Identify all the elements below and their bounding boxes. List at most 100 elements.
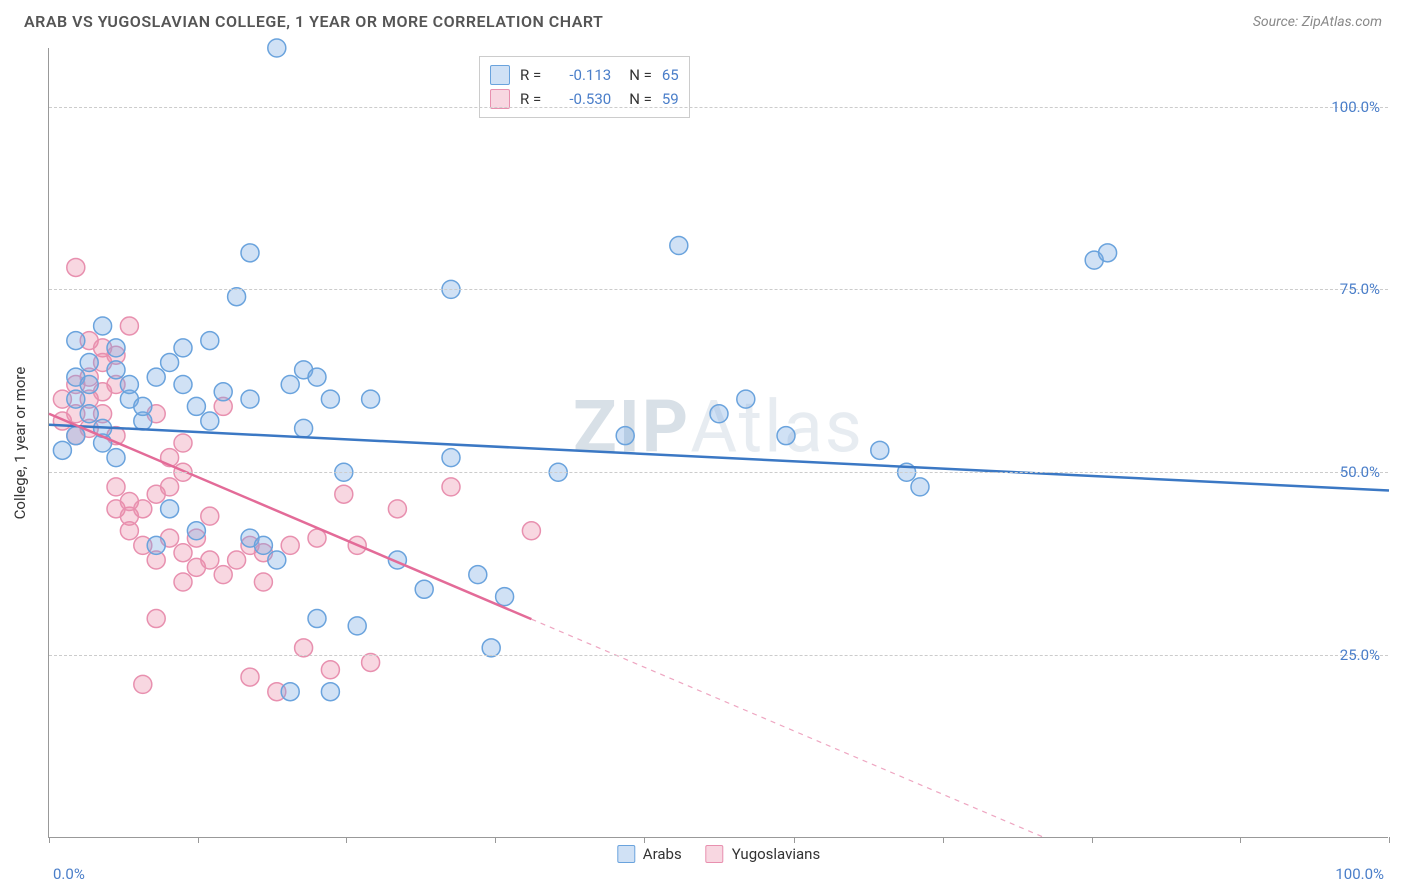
data-point — [134, 500, 152, 518]
x-tick — [495, 837, 496, 843]
data-point — [871, 441, 889, 459]
data-point — [241, 390, 259, 408]
y-axis-label: College, 1 year or more — [11, 367, 29, 520]
data-point — [53, 441, 71, 459]
data-point — [388, 500, 406, 518]
data-point — [67, 427, 85, 445]
data-point — [295, 419, 313, 437]
swatch-arabs-bottom — [617, 845, 635, 863]
trend-line-extrapolated — [531, 619, 1045, 838]
data-point — [469, 566, 487, 584]
data-point — [161, 354, 179, 372]
data-point — [321, 390, 339, 408]
data-point — [120, 317, 138, 335]
legend-item-arabs: Arabs — [617, 845, 682, 863]
data-point — [241, 668, 259, 686]
data-point — [362, 653, 380, 671]
data-point — [268, 39, 286, 57]
data-point — [522, 522, 540, 540]
x-tick — [1092, 837, 1093, 843]
x-tick — [644, 837, 645, 843]
data-point — [67, 258, 85, 276]
data-point — [214, 383, 232, 401]
data-point — [348, 617, 366, 635]
data-point — [147, 368, 165, 386]
data-point — [670, 237, 688, 255]
gridline — [49, 289, 1388, 290]
data-point — [174, 375, 192, 393]
data-point — [214, 566, 232, 584]
correlation-legend: R = -0.113 N = 65 R = -0.530 N = 59 — [479, 56, 690, 118]
data-point — [174, 573, 192, 591]
data-point — [187, 397, 205, 415]
gridline — [49, 472, 1388, 473]
data-point — [911, 478, 929, 496]
legend-row-arabs: R = -0.113 N = 65 — [490, 63, 679, 87]
data-point — [201, 332, 219, 350]
data-point — [281, 536, 299, 554]
data-point — [120, 375, 138, 393]
data-point — [777, 427, 795, 445]
y-tick-label: 100.0% — [1331, 98, 1380, 116]
data-point — [281, 375, 299, 393]
swatch-yugoslavians-bottom — [706, 845, 724, 863]
data-point — [80, 405, 98, 423]
data-point — [295, 639, 313, 657]
data-point — [187, 522, 205, 540]
data-point — [201, 412, 219, 430]
data-point — [710, 405, 728, 423]
data-point — [268, 551, 286, 569]
y-tick-label: 50.0% — [1340, 463, 1380, 481]
data-point — [147, 610, 165, 628]
x-tick — [1389, 837, 1390, 843]
data-point — [254, 573, 272, 591]
data-point — [134, 675, 152, 693]
swatch-arabs — [490, 65, 510, 85]
chart-source: Source: ZipAtlas.com — [1253, 14, 1382, 30]
data-point — [442, 449, 460, 467]
chart-title: ARAB VS YUGOSLAVIAN COLLEGE, 1 YEAR OR M… — [24, 12, 603, 31]
series-legend: Arabs Yugoslavians — [617, 845, 820, 863]
data-point — [442, 478, 460, 496]
data-point — [120, 522, 138, 540]
data-point — [174, 339, 192, 357]
gridline — [49, 655, 1388, 656]
data-point — [147, 536, 165, 554]
x-tick — [1240, 837, 1241, 843]
data-point — [1099, 244, 1117, 262]
data-point — [67, 390, 85, 408]
data-point — [228, 551, 246, 569]
gridline — [49, 107, 1388, 108]
data-point — [737, 390, 755, 408]
plot-area: ZIPAtlas R = -0.113 N = 65 R = -0.530 N … — [48, 48, 1388, 838]
data-point — [174, 544, 192, 562]
data-point — [201, 507, 219, 525]
legend-item-yugoslavians: Yugoslavians — [706, 845, 821, 863]
data-point — [335, 485, 353, 503]
data-point — [254, 536, 272, 554]
data-point — [308, 610, 326, 628]
data-point — [161, 478, 179, 496]
chart-svg — [49, 48, 1388, 837]
data-point — [482, 639, 500, 657]
x-tick — [49, 837, 50, 843]
plot-wrapper: College, 1 year or more ZIPAtlas R = -0.… — [48, 48, 1388, 838]
data-point — [80, 375, 98, 393]
trend-line — [49, 425, 1389, 491]
data-point — [161, 500, 179, 518]
data-point — [241, 244, 259, 262]
data-point — [107, 478, 125, 496]
data-point — [362, 390, 380, 408]
data-point — [616, 427, 634, 445]
data-point — [80, 354, 98, 372]
data-point — [107, 339, 125, 357]
data-point — [321, 683, 339, 701]
chart-header: ARAB VS YUGOSLAVIAN COLLEGE, 1 YEAR OR M… — [0, 0, 1406, 37]
data-point — [107, 361, 125, 379]
x-tick — [794, 837, 795, 843]
data-point — [496, 588, 514, 606]
x-label-max: 100.0% — [1335, 865, 1384, 883]
x-label-min: 0.0% — [53, 865, 85, 883]
x-tick — [943, 837, 944, 843]
y-tick-label: 25.0% — [1340, 646, 1380, 664]
